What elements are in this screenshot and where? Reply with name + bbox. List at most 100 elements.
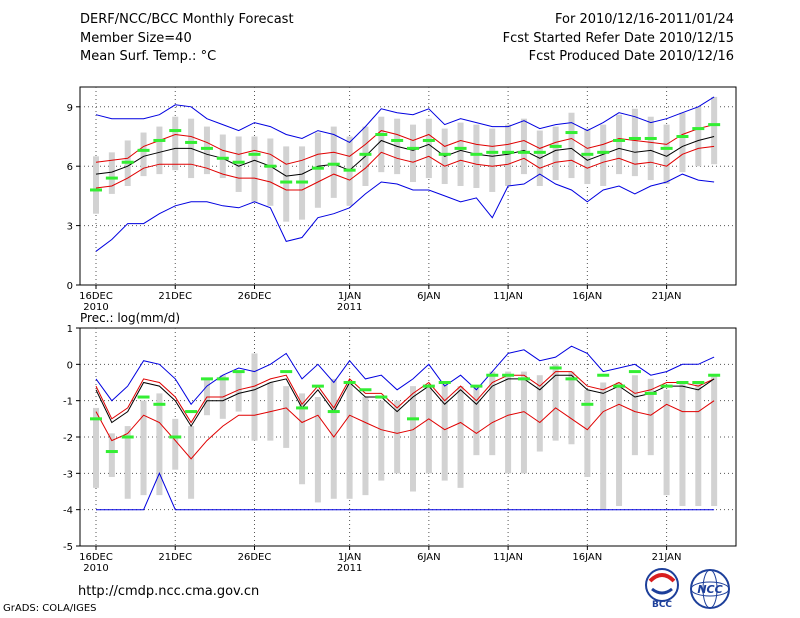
x-tick-label: 26DEC xyxy=(238,552,272,563)
x-tick-label: 6JAN xyxy=(417,552,440,563)
ensemble-box xyxy=(283,386,290,448)
ensemble-box xyxy=(267,138,274,206)
y-tick-label: 1 xyxy=(67,324,73,335)
series-spread-upper-line xyxy=(95,124,715,165)
series-max-line xyxy=(95,96,715,144)
y-tick-label: 6 xyxy=(67,162,73,173)
observed-marker xyxy=(644,391,657,395)
observed-marker xyxy=(311,166,324,170)
x-tick-label: 21DEC xyxy=(158,552,192,563)
observed-marker xyxy=(280,180,293,184)
observed-marker xyxy=(169,435,182,439)
observed-marker xyxy=(90,188,102,192)
observed-marker xyxy=(517,377,530,381)
ensemble-box xyxy=(647,378,654,456)
series-spread-lower-line xyxy=(95,145,715,191)
y-tick-label: 9 xyxy=(67,103,73,114)
observed-marker xyxy=(327,162,340,166)
chart-title: DERF/NCC/BCC Monthly Forecast xyxy=(80,12,294,27)
observed-marker xyxy=(644,136,657,140)
ensemble-box xyxy=(362,397,369,496)
ensemble-box xyxy=(600,382,607,510)
x-tick-sublabel: 2010 xyxy=(83,563,108,574)
ensemble-box xyxy=(330,378,337,499)
ensemble-box xyxy=(663,124,670,185)
observed-marker xyxy=(375,133,388,137)
observed-marker xyxy=(264,164,277,168)
observed-marker xyxy=(185,140,198,144)
ensemble-box xyxy=(140,132,147,177)
ensemble-box xyxy=(679,112,686,173)
observed-marker xyxy=(533,150,546,154)
observed-marker xyxy=(185,410,198,414)
x-tick-label: 16JAN xyxy=(572,291,602,302)
observed-marker xyxy=(517,150,530,154)
observed-marker xyxy=(407,146,419,150)
observed-marker xyxy=(105,176,118,180)
ncc-logo: NCC xyxy=(690,569,730,609)
ncc-logo-text: NCC xyxy=(697,583,722,596)
series-mean-line xyxy=(95,136,715,177)
observed-marker xyxy=(200,146,213,150)
observed-marker xyxy=(502,373,515,377)
x-tick-label: 1JAN xyxy=(338,552,361,563)
observed-marker xyxy=(597,150,610,154)
x-tick-label: 26DEC xyxy=(238,291,272,302)
observed-marker xyxy=(121,160,134,164)
ensemble-box xyxy=(378,400,385,481)
ensemble-box xyxy=(108,152,115,194)
observed-marker xyxy=(422,384,435,388)
ensemble-box xyxy=(552,364,559,441)
observed-marker xyxy=(660,146,673,150)
observed-marker xyxy=(549,144,562,148)
ensemble-box xyxy=(631,375,638,456)
source-url[interactable]: http://cmdp.ncc.cma.gov.cn xyxy=(78,584,260,599)
observed-marker xyxy=(597,373,610,377)
ensemble-box xyxy=(172,116,179,171)
ensemble-box xyxy=(410,386,416,492)
ensemble-box xyxy=(679,382,686,507)
observed-marker xyxy=(549,366,562,370)
observed-marker xyxy=(153,138,166,142)
ensemble-box xyxy=(346,382,353,499)
ensemble-box xyxy=(647,116,654,181)
ensemble-box xyxy=(616,114,623,175)
ensemble-box xyxy=(219,134,226,179)
observed-marker xyxy=(565,131,578,135)
ensemble-box xyxy=(457,122,464,186)
ensemble-box xyxy=(140,400,147,496)
observed-marker xyxy=(676,381,689,384)
observed-marker xyxy=(296,180,309,184)
fcst-produced-label: Fcst Produced Date 2010/12/16 xyxy=(528,49,734,64)
y-tick-label: -1 xyxy=(63,397,73,408)
y-tick-label: 0 xyxy=(67,281,73,292)
ensemble-box xyxy=(394,400,401,474)
observed-marker xyxy=(581,152,594,156)
x-tick-label: 11JAN xyxy=(493,291,523,302)
observed-marker xyxy=(708,373,721,377)
observed-marker xyxy=(692,381,705,384)
observed-marker xyxy=(486,373,499,377)
observed-marker xyxy=(660,384,673,388)
series-min-line xyxy=(95,173,715,252)
observed-marker xyxy=(296,406,309,410)
fcst-started-label: Fcst Started Refer Date 2010/12/15 xyxy=(502,31,734,46)
observed-marker xyxy=(407,417,419,421)
observed-marker xyxy=(613,384,626,388)
series-max-line xyxy=(95,345,715,406)
ensemble-box xyxy=(425,386,432,474)
ensemble-box xyxy=(473,124,480,188)
observed-marker xyxy=(628,370,641,374)
ensemble-box xyxy=(410,124,416,183)
series-spread-lower-line xyxy=(95,400,715,460)
observed-marker xyxy=(613,138,626,142)
observed-marker xyxy=(438,381,451,384)
series-spread-upper-line xyxy=(95,371,715,424)
observed-marker xyxy=(359,388,372,392)
observed-marker xyxy=(486,150,499,154)
observed-marker xyxy=(280,370,293,374)
ensemble-box xyxy=(584,128,591,185)
ensemble-box xyxy=(473,386,480,456)
ensemble-box xyxy=(631,108,638,177)
